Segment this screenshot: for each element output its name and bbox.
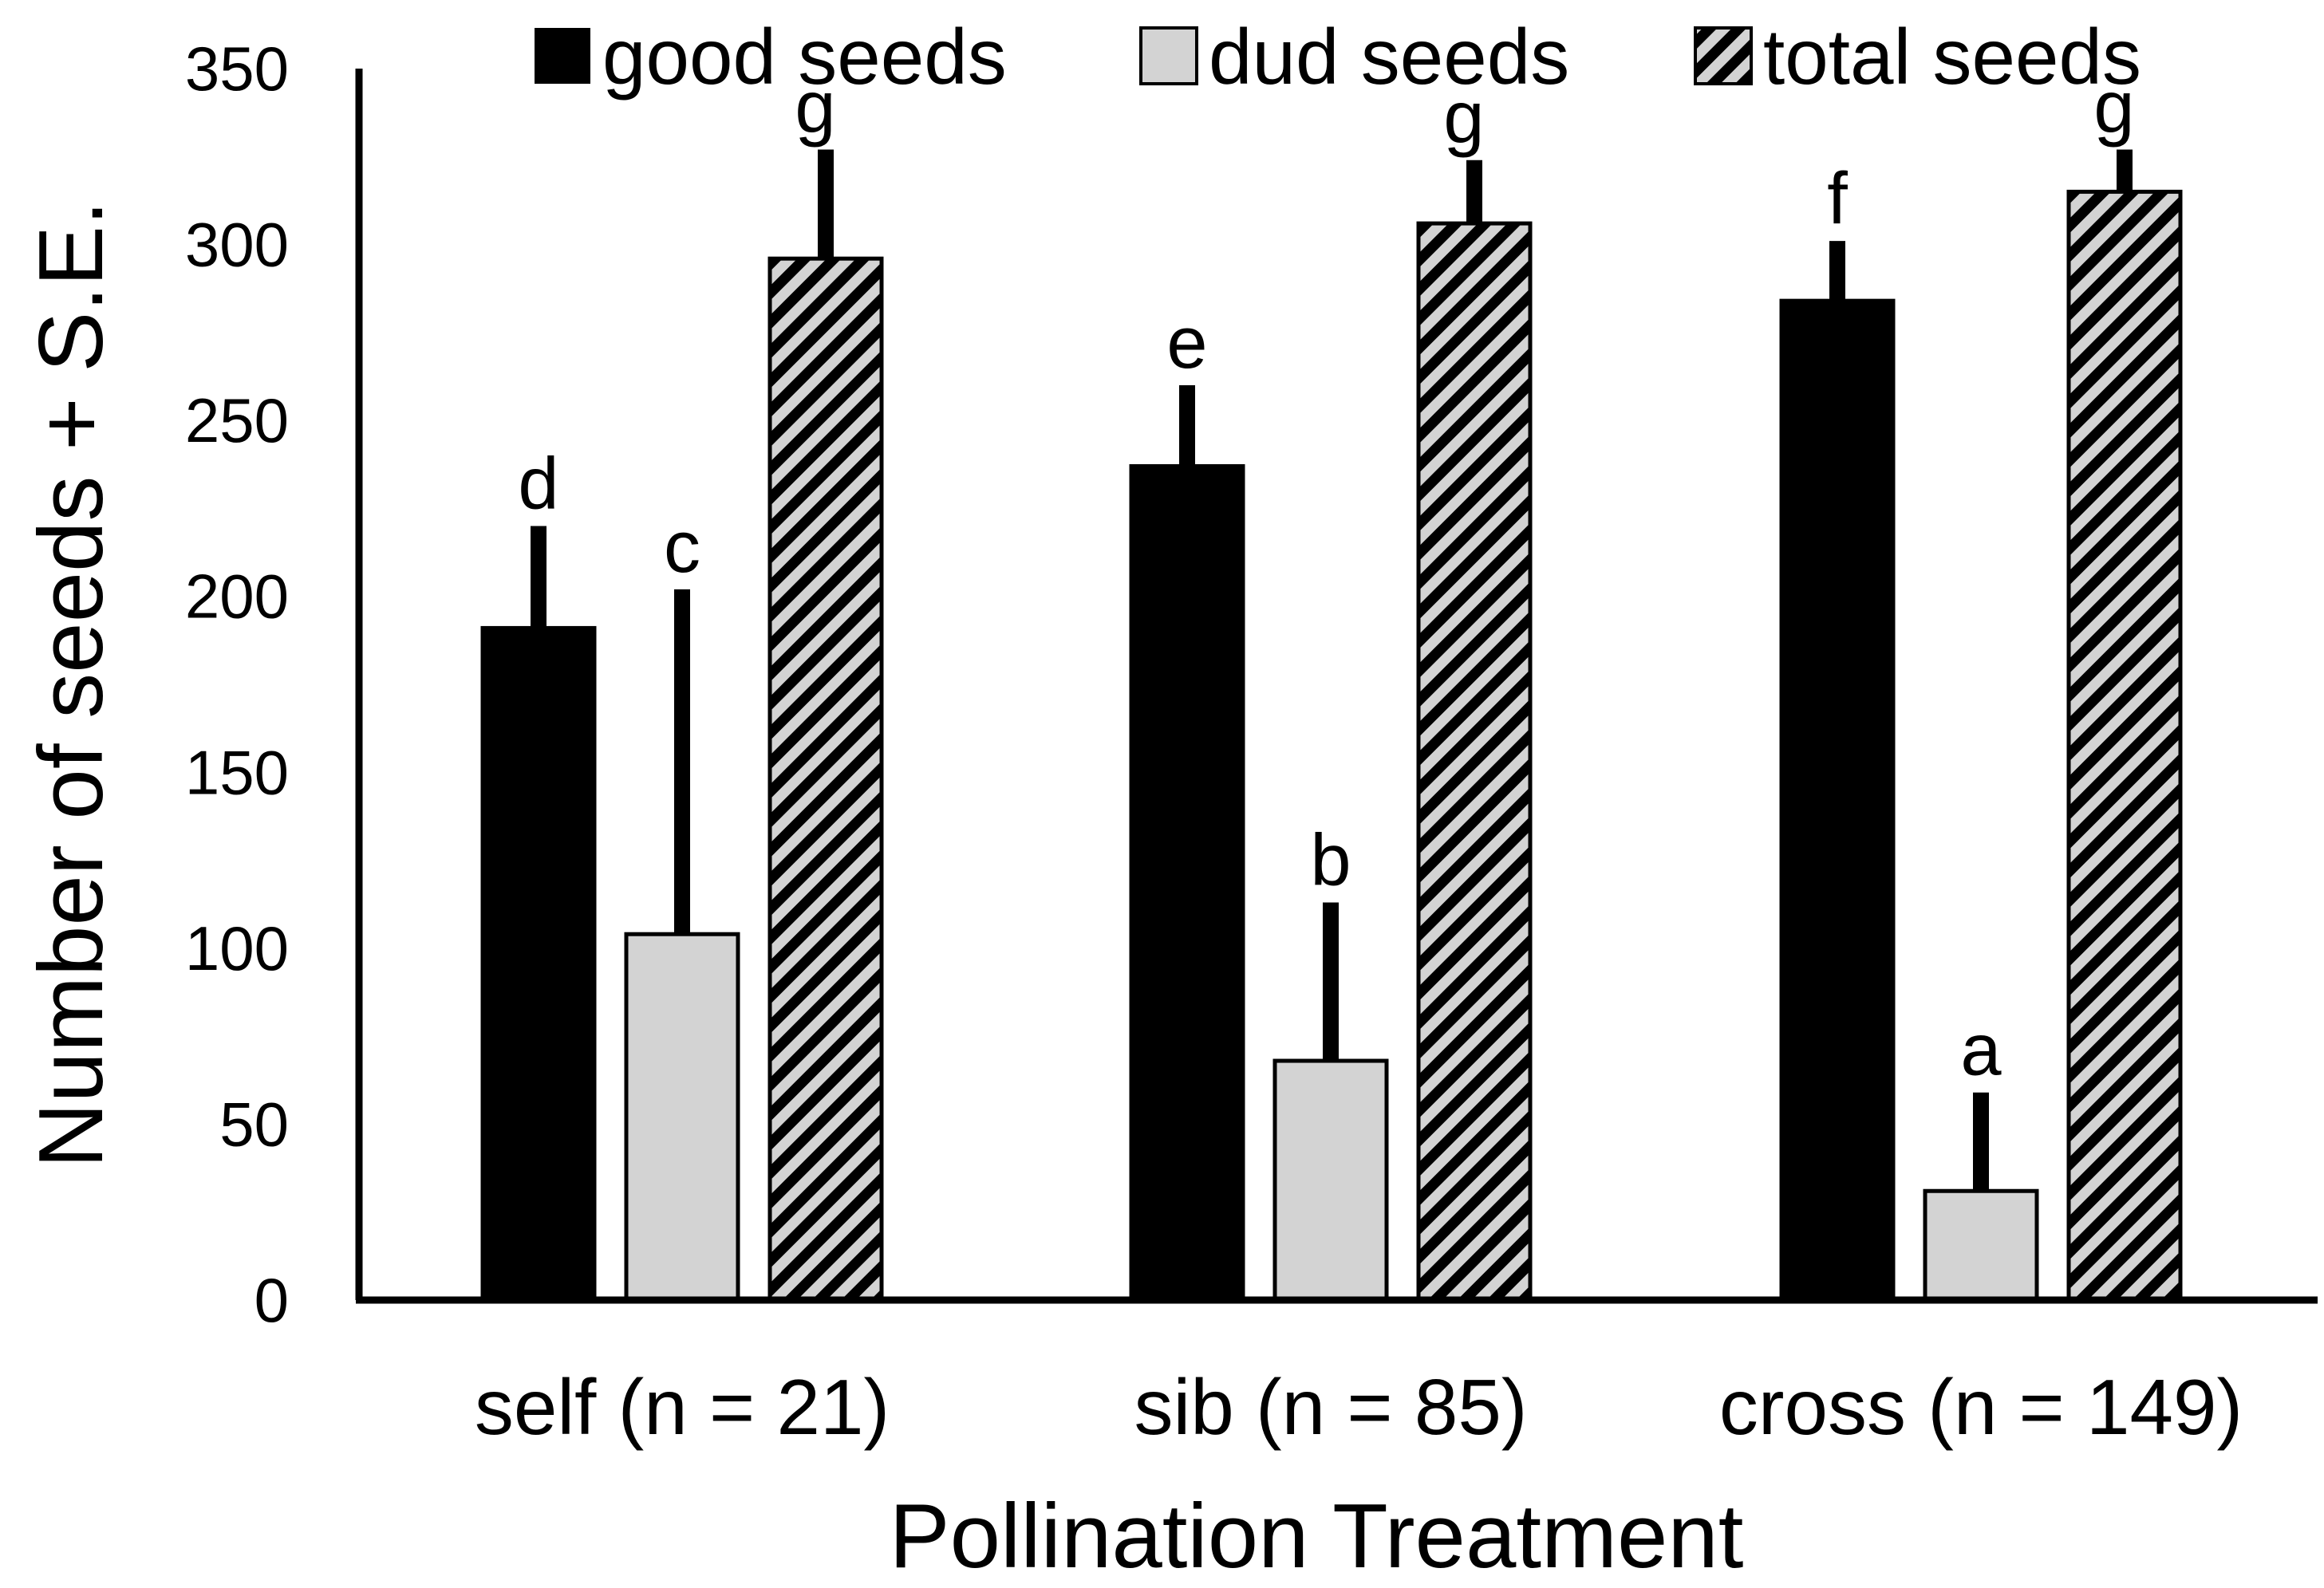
significance-letter: f (1827, 158, 1848, 239)
bar-good-seeds-1 (1129, 463, 1245, 1302)
bar-dud-seeds-1 (1272, 1058, 1389, 1302)
significance-letter: b (1310, 820, 1351, 901)
bar-total-seeds-1 (1416, 221, 1533, 1302)
y-tick-label: 0 (254, 1265, 289, 1335)
significance-letter: g (1443, 77, 1484, 159)
bar-good-seeds-0 (480, 625, 597, 1302)
legend: good seeds dud seeds total seeds (535, 13, 2141, 100)
bar-total-seeds-2 (2066, 189, 2183, 1302)
significance-letter: g (2093, 66, 2134, 148)
bar-total-seeds-0 (767, 256, 884, 1302)
axes (355, 69, 2318, 1304)
y-axis-ticks: 0 50 100 150 200 250 300 350 (185, 33, 289, 1335)
significance-letter: e (1166, 302, 1207, 384)
y-tick-label: 350 (185, 33, 289, 104)
legend-label-dud-seeds: dud seeds (1209, 13, 1569, 100)
bar-good-seeds-2 (1779, 298, 1896, 1302)
y-tick-label: 200 (185, 562, 289, 632)
bars: d e f c b a g g g (480, 66, 2183, 1302)
x-category-label: cross (n = 149) (1719, 1363, 2243, 1451)
x-category-label: sib (n = 85) (1134, 1363, 1528, 1451)
y-axis-label: Number of seeds + S.E. (21, 200, 122, 1168)
y-tick-label: 300 (185, 210, 289, 280)
bar-dud-seeds-0 (624, 932, 740, 1302)
x-axis-label: Pollination Treatment (890, 1486, 1744, 1587)
legend-swatch-good-seeds (535, 28, 590, 84)
legend-swatch-total-seeds (1694, 26, 1753, 85)
bar-dud-seeds-2 (1923, 1188, 2039, 1302)
legend-swatch-dud-seeds (1139, 26, 1198, 85)
significance-letter: d (518, 443, 558, 524)
y-tick-label: 250 (185, 385, 289, 455)
legend-label-total-seeds: total seeds (1763, 13, 2141, 100)
y-tick-label: 50 (219, 1089, 289, 1159)
x-category-label: self (n = 21) (475, 1363, 890, 1451)
significance-letter: a (1960, 1010, 2002, 1091)
y-tick-label: 150 (185, 737, 289, 807)
y-tick-label: 100 (185, 913, 289, 983)
legend-label-good-seeds: good seeds (602, 13, 1007, 100)
x-axis-categories: self (n = 21) sib (n = 85) cross (n = 149) (475, 1363, 2243, 1451)
significance-letter: c (664, 506, 700, 588)
significance-letter: g (795, 66, 835, 148)
